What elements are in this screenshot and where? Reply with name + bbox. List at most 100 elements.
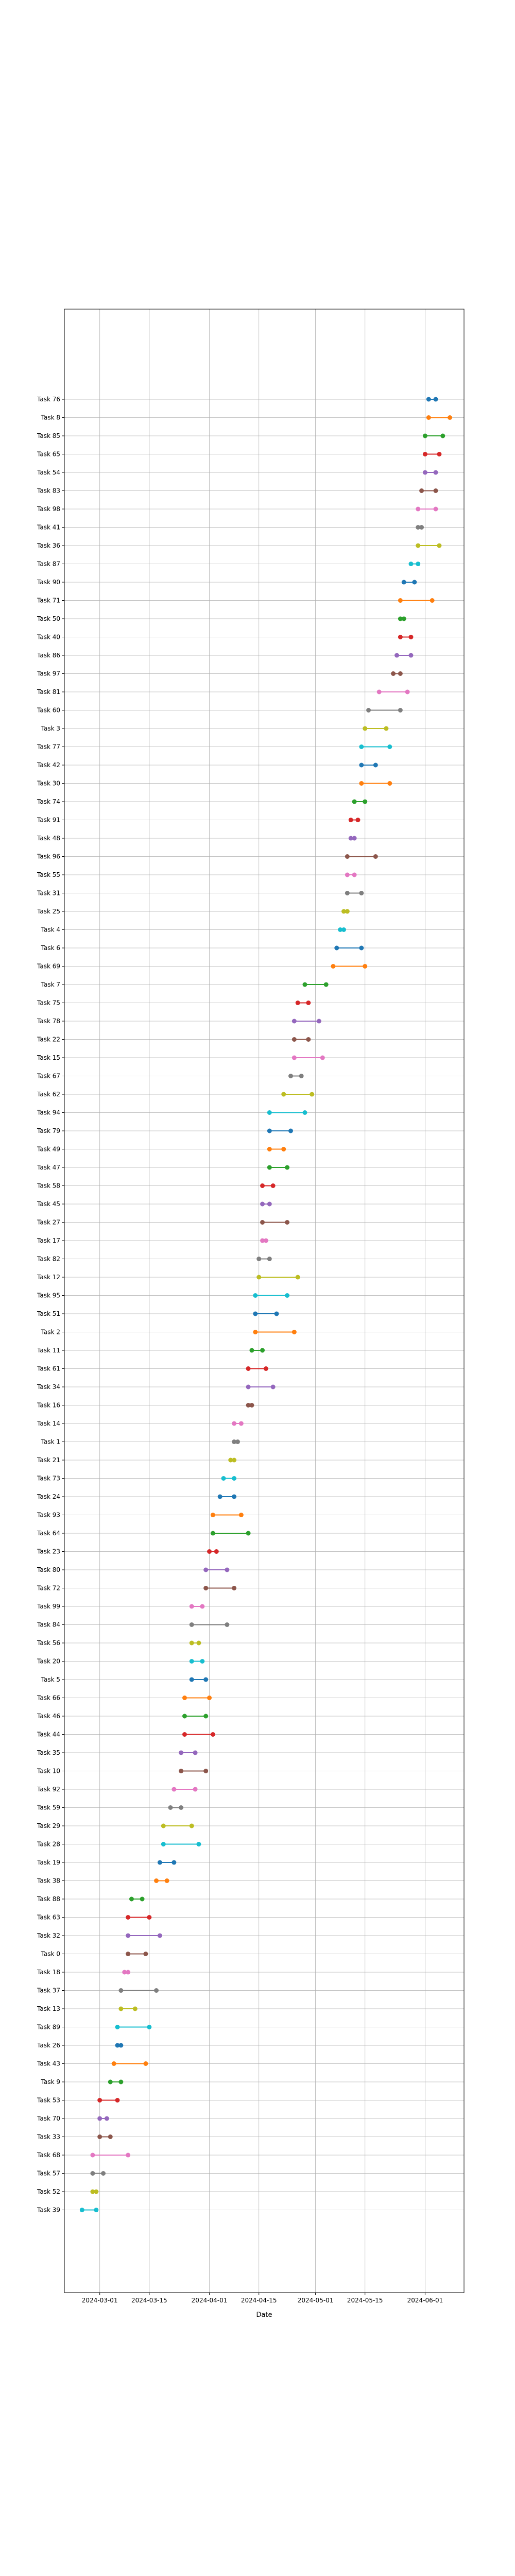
task-end-point bbox=[193, 1750, 198, 1755]
task-start-point bbox=[359, 762, 364, 768]
task-start-point bbox=[345, 872, 350, 877]
y-tick-label: Task 0 bbox=[41, 1951, 60, 1958]
y-tick-label: Task 76 bbox=[37, 396, 60, 403]
task-start-point bbox=[281, 1092, 286, 1097]
task-end-point bbox=[440, 433, 445, 438]
task-end-point bbox=[126, 2153, 131, 2158]
task-start-point bbox=[249, 1348, 254, 1353]
task-start-point bbox=[253, 1311, 258, 1316]
task-start-point bbox=[171, 1787, 177, 1792]
task-start-point bbox=[267, 1147, 272, 1151]
y-tick-label: Task 63 bbox=[37, 1914, 60, 1921]
task-end-point bbox=[401, 616, 406, 621]
task-start-point bbox=[122, 1970, 127, 1975]
y-tick-label: Task 87 bbox=[37, 561, 60, 568]
task-end-point bbox=[306, 1001, 311, 1005]
y-tick-label: Task 52 bbox=[37, 2188, 60, 2195]
y-tick-label: Task 20 bbox=[37, 1658, 60, 1665]
y-tick-label: Task 30 bbox=[37, 780, 60, 787]
task-end-point bbox=[157, 1933, 162, 1938]
task-end-point bbox=[94, 2208, 99, 2212]
y-axis: Task 76 Task 8 Task 85 Task 65 Task 54 Task 8… bbox=[37, 396, 64, 2214]
task-end-point bbox=[189, 1823, 194, 1828]
task-end-point bbox=[310, 1092, 315, 1097]
task-end-point bbox=[352, 836, 357, 841]
task-end-point bbox=[200, 1604, 205, 1609]
task-end-point bbox=[316, 1019, 321, 1024]
y-tick-label: Task 47 bbox=[37, 1164, 60, 1171]
y-tick-label: Task 55 bbox=[37, 871, 60, 878]
task-start-point bbox=[267, 1128, 272, 1133]
task-end-point bbox=[299, 1074, 304, 1078]
y-tick-label: Task 19 bbox=[37, 1859, 60, 1866]
task-start-point bbox=[115, 2043, 120, 2048]
y-tick-label: Task 38 bbox=[37, 1877, 60, 1885]
y-tick-label: Task 98 bbox=[37, 505, 60, 513]
task-start-point bbox=[288, 1074, 294, 1078]
task-start-point bbox=[359, 781, 364, 786]
task-start-point bbox=[228, 1458, 233, 1463]
task-start-point bbox=[398, 598, 403, 603]
y-tick-label: Task 73 bbox=[37, 1475, 60, 1482]
y-tick-label: Task 81 bbox=[37, 688, 60, 696]
task-start-point bbox=[246, 1384, 251, 1389]
task-end-point bbox=[398, 708, 403, 713]
task-start-point bbox=[348, 836, 353, 841]
task-start-point bbox=[260, 1183, 265, 1188]
task-start-point bbox=[246, 1403, 251, 1408]
task-start-point bbox=[90, 2171, 95, 2176]
task-start-point bbox=[97, 2098, 102, 2103]
task-end-point bbox=[387, 744, 392, 749]
task-start-point bbox=[422, 470, 427, 475]
task-start-point bbox=[129, 1896, 134, 1902]
y-tick-label: Task 2 bbox=[41, 1329, 60, 1336]
y-tick-label: Task 90 bbox=[37, 579, 60, 586]
y-tick-label: Task 28 bbox=[37, 1841, 60, 1848]
task-start-point bbox=[366, 708, 371, 713]
task-end-point bbox=[118, 2043, 124, 2048]
y-tick-label: Task 86 bbox=[37, 652, 60, 659]
task-end-point bbox=[238, 1513, 244, 1517]
task-start-point bbox=[348, 818, 353, 822]
task-start-point bbox=[341, 909, 347, 914]
task-start-point bbox=[157, 1860, 162, 1865]
task-end-point bbox=[302, 1110, 307, 1115]
task-end-point bbox=[132, 2006, 138, 2011]
task-start-point bbox=[295, 1001, 300, 1005]
task-start-point bbox=[359, 744, 364, 749]
task-start-point bbox=[408, 562, 414, 566]
task-end-point bbox=[405, 689, 410, 694]
task-end-point bbox=[232, 1458, 237, 1463]
y-tick-label: Task 4 bbox=[41, 926, 60, 934]
y-tick-label: Task 9 bbox=[41, 2078, 60, 2086]
task-end-point bbox=[387, 781, 392, 786]
task-end-point bbox=[147, 2025, 152, 2029]
y-tick-label: Task 67 bbox=[37, 1073, 60, 1080]
task-end-point bbox=[225, 1567, 230, 1572]
task-start-point bbox=[422, 433, 427, 438]
y-tick-label: Task 46 bbox=[37, 1713, 60, 1720]
task-start-point bbox=[189, 1677, 194, 1682]
task-start-point bbox=[246, 1366, 251, 1371]
y-tick-label: Task 37 bbox=[37, 1987, 60, 1994]
task-start-point bbox=[419, 488, 424, 493]
task-end-point bbox=[352, 872, 357, 877]
task-end-point bbox=[295, 1275, 300, 1280]
y-tick-label: Task 72 bbox=[37, 1585, 60, 1592]
task-start-point bbox=[422, 452, 427, 456]
y-tick-label: Task 1 bbox=[41, 1438, 60, 1446]
task-end-point bbox=[291, 1330, 297, 1334]
task-end-point bbox=[203, 1769, 209, 1773]
task-end-point bbox=[101, 2171, 106, 2176]
task-start-point bbox=[203, 1586, 209, 1590]
y-tick-label: Task 70 bbox=[37, 2115, 60, 2122]
task-end-point bbox=[355, 818, 360, 822]
y-tick-label: Task 22 bbox=[37, 1036, 60, 1043]
task-end-point bbox=[285, 1165, 290, 1170]
task-start-point bbox=[334, 945, 339, 951]
y-tick-label: Task 66 bbox=[37, 1694, 60, 1702]
y-tick-label: Task 84 bbox=[37, 1621, 60, 1629]
task-end-point bbox=[115, 2098, 120, 2103]
task-start-point bbox=[154, 1878, 159, 1883]
task-start-point bbox=[90, 2153, 95, 2158]
